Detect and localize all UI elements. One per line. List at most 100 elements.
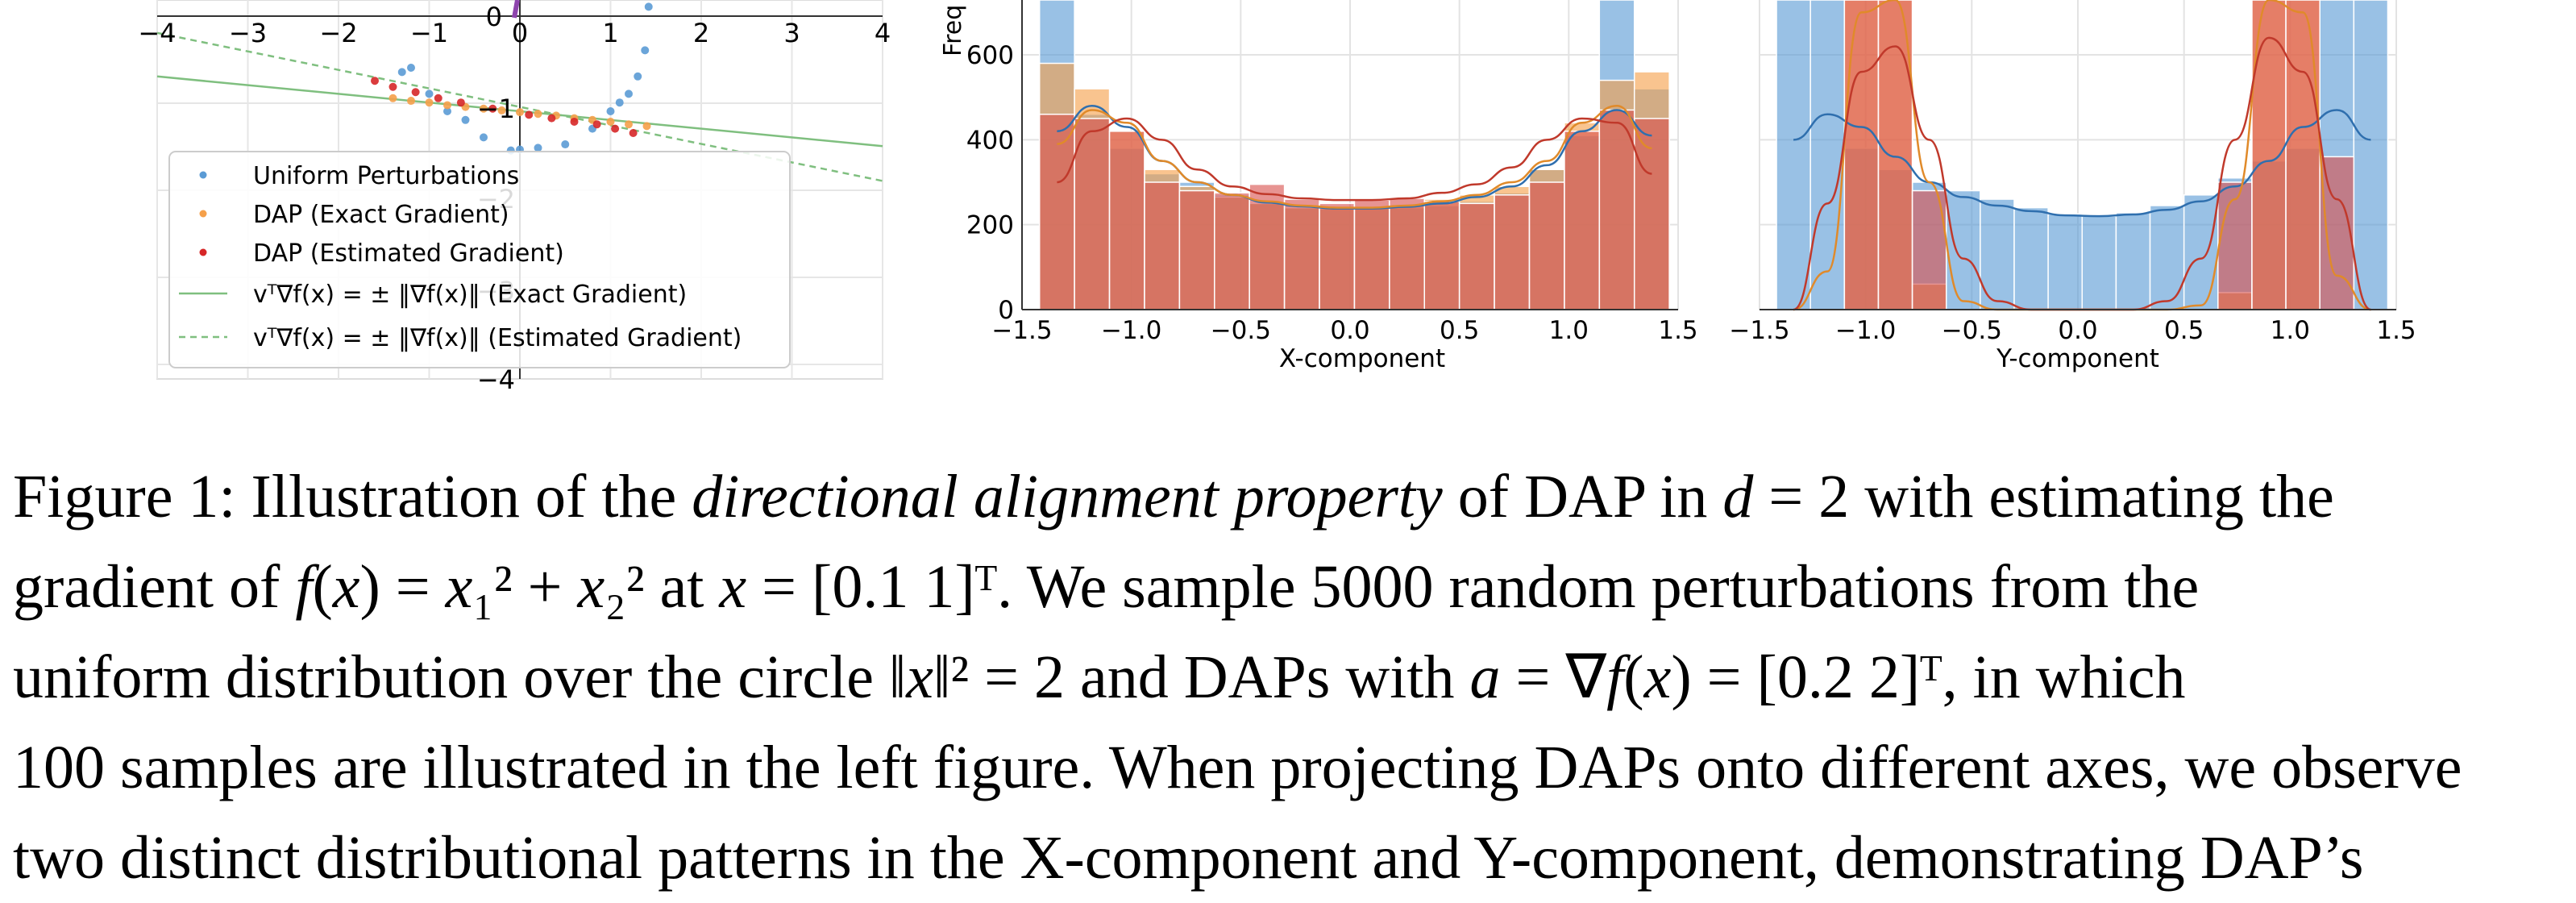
hy-bar-blue (1945, 189, 1981, 310)
caption-text-segment: ₁² + (472, 553, 578, 621)
caption-text-segment: x (577, 553, 605, 621)
uniform-point (615, 98, 624, 107)
caption-text-segment: ( (312, 553, 333, 621)
scatter-x-tick-label: 4 (875, 18, 891, 48)
dap-exact-point (480, 104, 488, 113)
scatter-x-tick-label: −2 (319, 18, 357, 48)
dap-estimated-point (371, 77, 379, 85)
hx-bar-red (1319, 202, 1356, 310)
hx-x-tick-label: 1.5 (1658, 316, 1697, 345)
hx-x-tick-label: 0.5 (1440, 316, 1479, 345)
hx-bar-red (1214, 192, 1250, 310)
caption-text-segment: a (1469, 643, 1501, 711)
hy-x-tick-label: 0.0 (2058, 316, 2097, 345)
caption-line-5: two distinct distributional patterns in … (13, 813, 2563, 903)
caption-text-segment: x (906, 643, 934, 711)
hx-y-tick-label: 600 (966, 41, 1014, 70)
hy-bar-blue (2081, 215, 2117, 310)
hx-x-tick-label: −1.5 (991, 316, 1052, 345)
caption-text-segment: of DAP in (1442, 463, 1723, 531)
hy-bar-blue (2353, 0, 2389, 310)
dap-exact-point (642, 122, 651, 131)
uniform-point (561, 140, 570, 149)
uniform-point (397, 68, 406, 77)
uniform-point (606, 107, 615, 115)
dap-estimated-point (411, 88, 420, 97)
uniform-point (443, 107, 451, 115)
legend-label-dap-exact: DAP (Exact Gradient) (253, 201, 509, 229)
x-hist-xlabel: X-component (1279, 344, 1445, 373)
caption-text-segment: ( (1623, 643, 1644, 711)
caption-text-segment: ) = (359, 553, 446, 621)
caption-text-segment: ) = [0.2 2]ᵀ, in which (1671, 643, 2186, 711)
legend-label-line-exact: vᵀ∇f(x) = ± ‖∇f(x)‖ (Exact Gradient) (253, 281, 687, 309)
dap-exact-point (516, 108, 524, 117)
dap-exact-point (497, 106, 506, 114)
hx-kde-curve-1 (1057, 104, 1652, 209)
uniform-point (480, 133, 488, 142)
caption-line-3: uniform distribution over the circle ‖x‖… (13, 632, 2563, 722)
hy-bar-blue (2183, 194, 2219, 310)
caption-text-segment: x (445, 553, 473, 621)
dap-exact-point (425, 98, 434, 107)
hy-bar-blue (1776, 0, 1811, 310)
scatter-x-tick-label: −4 (138, 18, 176, 48)
hy-bar-blue (1980, 198, 2015, 310)
hx-bar-red (1249, 183, 1286, 310)
legend-label-line-estimated: vᵀ∇f(x) = ± ‖∇f(x)‖ (Estimated Gradient) (253, 324, 742, 352)
caption-text-segment: f (1606, 643, 1624, 711)
y-component-histogram: −1.5 −1.0 −0.5 0.0 0.5 1.0 1.5 Y-component (1729, 0, 2416, 373)
x-hist-x-tick-labels: −1.5 −1.0 −0.5 0.0 0.5 1.0 1.5 (991, 316, 1697, 345)
figure-caption: Figure 1: Illustration of the directiona… (13, 452, 2563, 903)
dap-exact-point (606, 117, 615, 126)
caption-text-segment: d (1722, 463, 1754, 531)
figure-panels: −4 −3 −2 −1 0 1 2 3 4 0 −1 −2 −3 −4 Uniform Perturba… (138, 0, 2416, 395)
hy-x-tick-label: −0.5 (1942, 316, 2002, 345)
caption-text-segment: x (1643, 643, 1672, 711)
hx-bar-red (1144, 181, 1181, 310)
hx-kde-curve-2 (1057, 117, 1652, 202)
scatter-x-tick-label: −3 (229, 18, 267, 48)
hx-bar-red (1108, 131, 1145, 310)
x-hist-bars (1038, 0, 1670, 310)
hx-y-tick-label: 0 (998, 296, 1014, 325)
scatter-y-tick-label: 0 (486, 2, 502, 32)
x-component-histogram: Freq −1.5 −1.0 −0.5 0.0 0.5 1.0 1.5 0 200 400 600… (939, 0, 1698, 373)
scatter-y-tick-label: −4 (477, 364, 515, 395)
dap-exact-point (407, 97, 415, 106)
scatter-x-tick-label: 2 (693, 18, 709, 48)
hy-x-tick-label: −1.0 (1835, 316, 1896, 345)
caption-text-segment: x (719, 553, 747, 621)
hy-bar-blue (2115, 212, 2151, 310)
dap-estimated-point (525, 110, 534, 119)
scatter-legend: Uniform Perturbations DAP (Exact Gradien… (168, 151, 791, 368)
scatter-x-tick-labels: −4 −3 −2 −1 0 1 2 3 4 (138, 18, 891, 48)
hx-bar-red (1178, 189, 1215, 310)
hx-bar-red (1494, 194, 1531, 310)
hx-bar-red (1564, 131, 1601, 310)
dap-exact-point (443, 101, 451, 110)
x-hist-ylabel: Freq (939, 5, 967, 56)
purple-curve-fragment (512, 0, 520, 19)
hy-bar-red (2217, 181, 2253, 310)
hx-bar-red (1598, 109, 1635, 310)
hy-bar-red (2285, 0, 2320, 310)
caption-text-segment: gradient of (13, 553, 296, 621)
dap-estimated-point (488, 104, 497, 113)
caption-text-segment: = 2 with estimating the (1753, 463, 2334, 531)
legend-marker-dap-estimated (199, 248, 207, 256)
caption-line-4: 100 samples are illustrated in the left … (13, 722, 2563, 813)
hy-bar-red (1843, 0, 1880, 310)
dap-estimated-point (456, 98, 465, 107)
caption-text-segment: x (332, 553, 360, 621)
dap-exact-point (625, 120, 633, 129)
hy-bar-blue (2149, 205, 2185, 310)
caption-text-segment: f (295, 553, 313, 621)
hy-bar-blue (1809, 0, 1846, 310)
hx-bar-red (1528, 181, 1565, 310)
hx-bar-red (1423, 200, 1460, 310)
dap-exact-point (388, 94, 397, 102)
caption-text-segment: ‖² = 2 and DAPs with (933, 643, 1470, 711)
dap-estimated-point (570, 117, 579, 126)
hy-bar-blue (2013, 206, 2049, 310)
